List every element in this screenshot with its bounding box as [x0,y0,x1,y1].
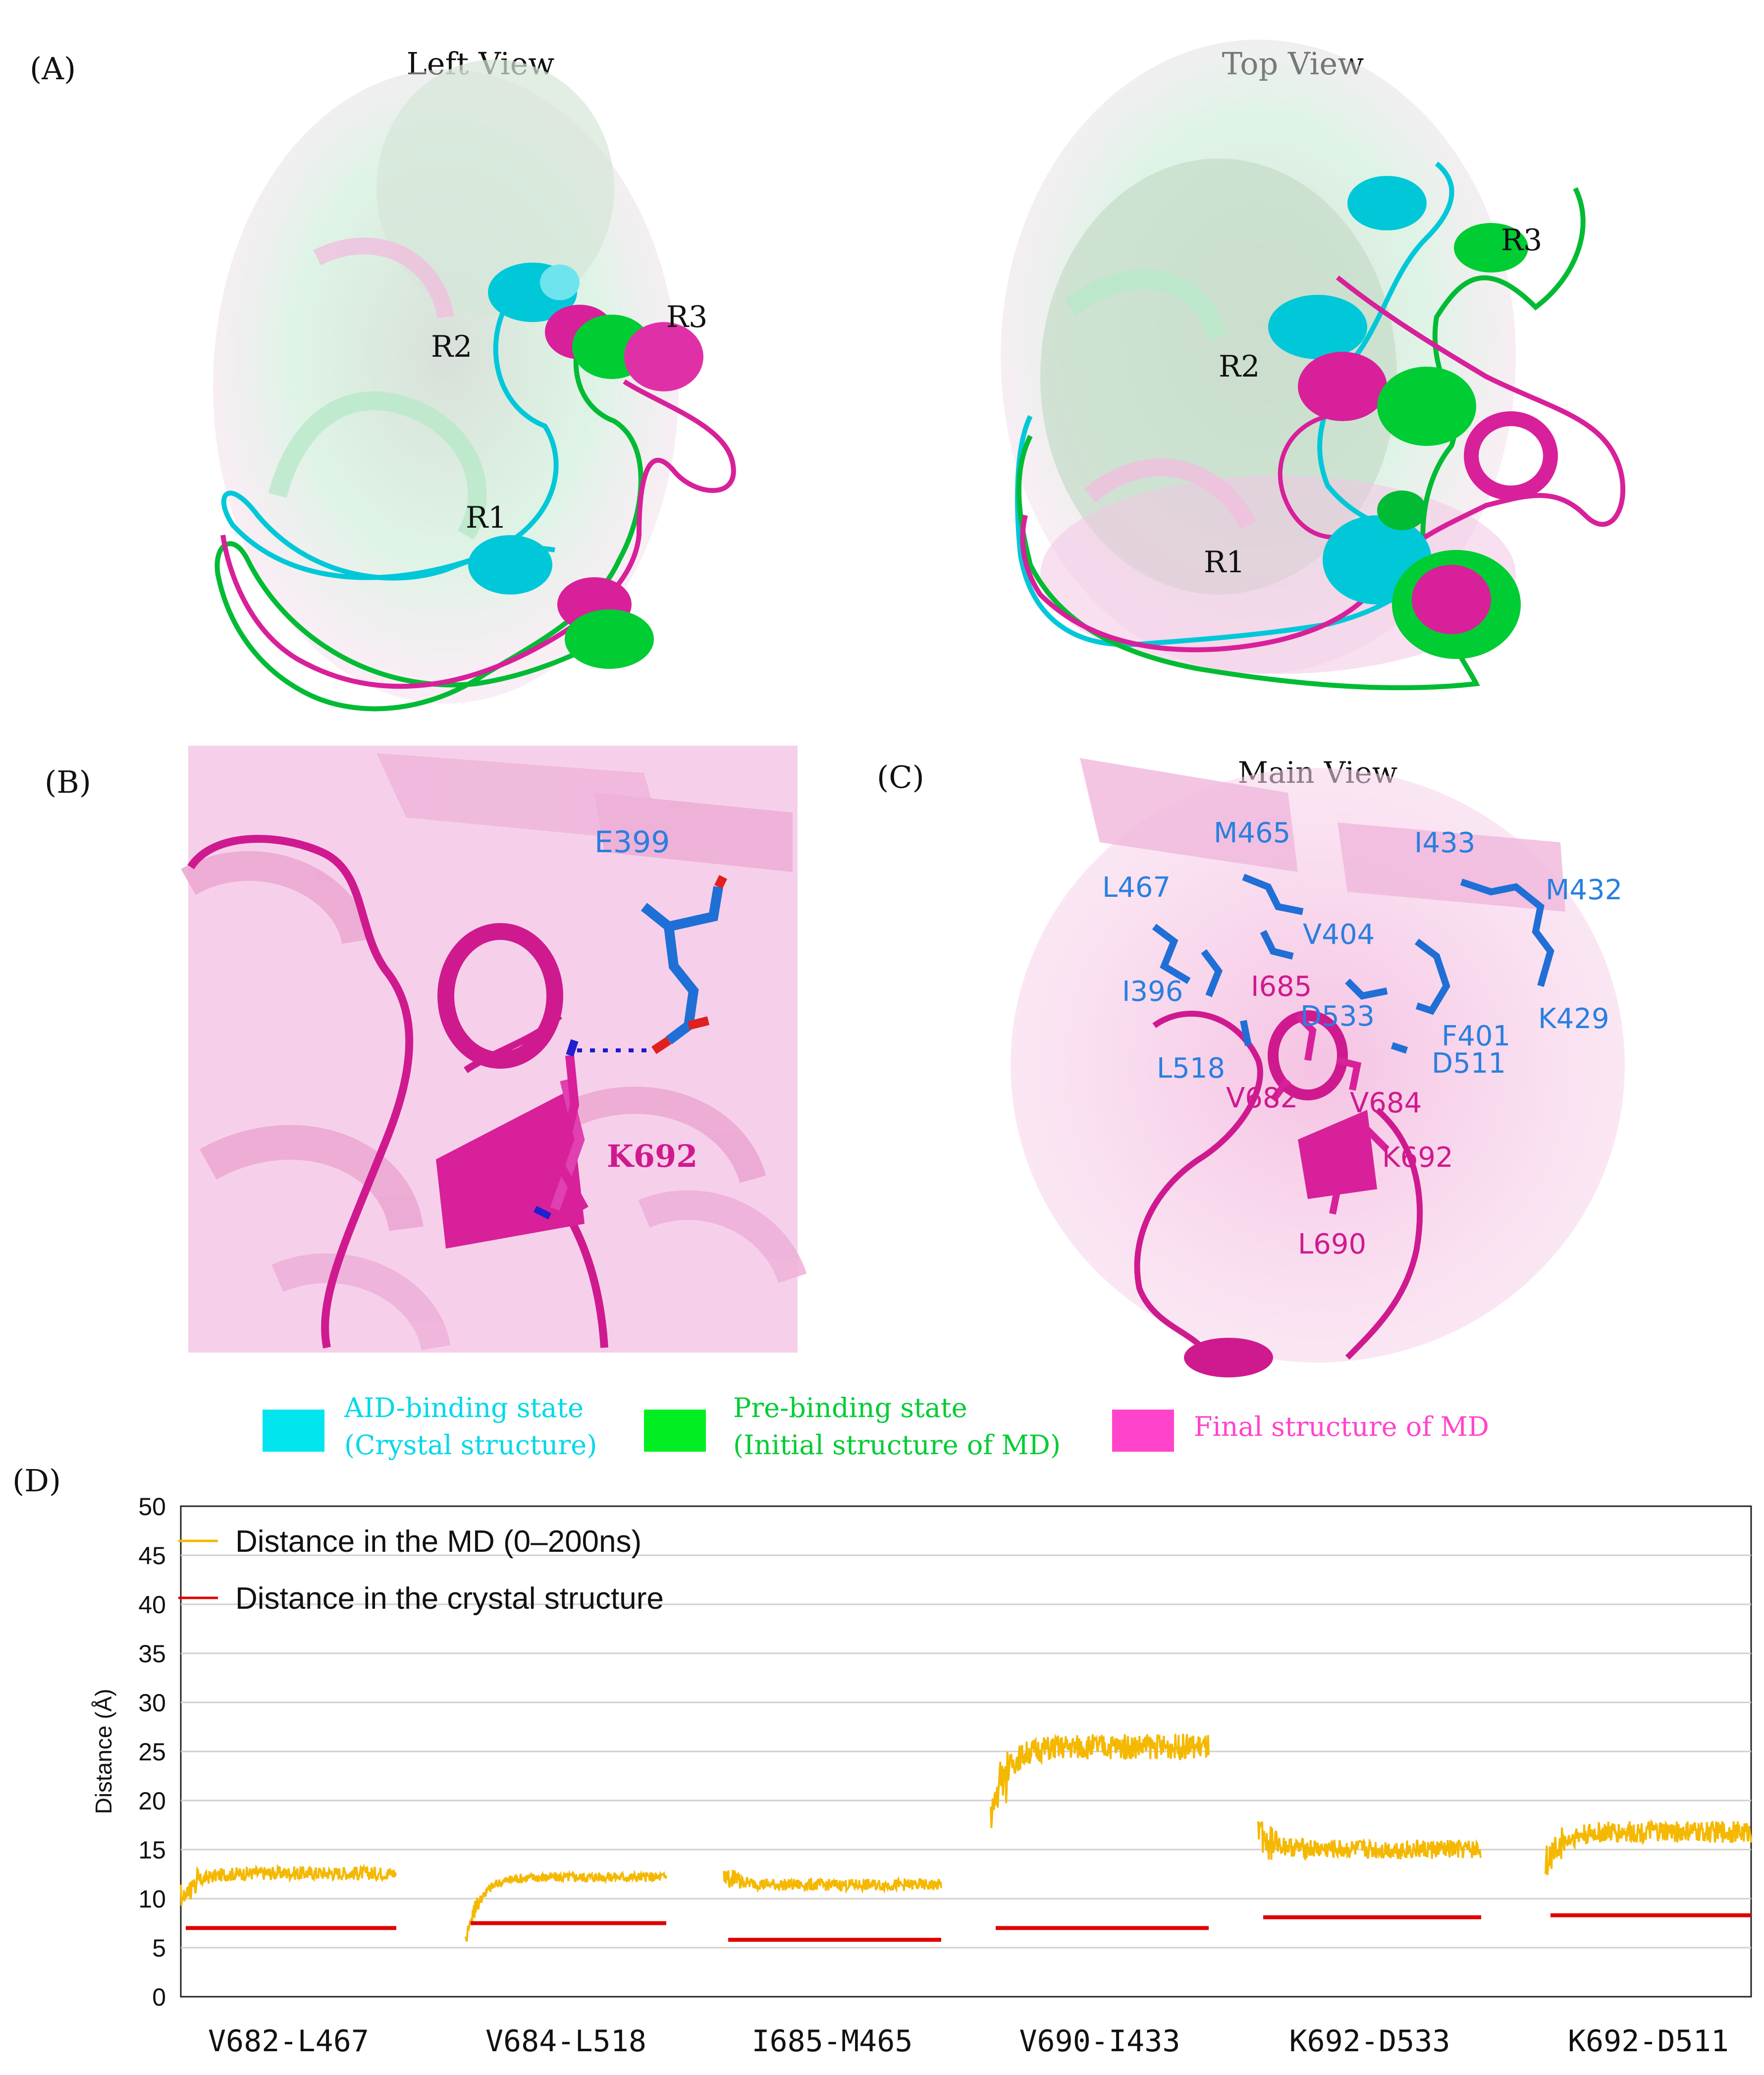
md-distance-line-k692-d511 [1545,1819,1752,1875]
y-tick-label: 10 [138,1885,166,1913]
panel-c-label: (C) [877,759,924,795]
top-cyan-helix-r3 [1347,176,1427,230]
panel-c-blue-sticks [1152,874,1554,1054]
legend-label-crystal-1: AID-binding state [344,1392,584,1423]
distance-chart: 0 5 10 15 20 25 30 35 40 45 50 Distance (Å) V682-L46… [91,1493,1752,2059]
residue-i396: I396 [1122,976,1183,1008]
residue-k692: K692 [1382,1142,1453,1174]
y-tick-label: 50 [138,1493,166,1521]
md-distance-line-k692-d533 [1257,1821,1482,1861]
legend-swatch-crystal [263,1410,324,1452]
y-tick-label: 0 [152,1983,166,2011]
top-green-helix-r2 [1377,367,1476,446]
panel-c-loop [1134,1011,1263,1359]
residue-l690: L690 [1298,1228,1366,1260]
legend-label-prebinding-1: Pre-binding state [733,1392,967,1423]
left-green-helix-r1 [565,609,654,669]
panel-c-helix [1298,1110,1377,1199]
top-cyan-helix-r2 [1268,295,1367,359]
y-tick-label: 5 [152,1934,166,1962]
panel-a-label: (A) [30,51,76,87]
residue-l467: L467 [1102,872,1171,904]
top-magenta-helix-ring [1464,411,1558,500]
y-tick-label: 35 [138,1640,166,1668]
legend-md-label: Distance in the MD (0–200ns) [235,1525,641,1559]
panel-b-helix [436,1090,585,1249]
legend-label-prebinding-2: (Initial structure of MD) [733,1429,1061,1461]
y-tick-label: 45 [138,1542,166,1570]
panel-b-bg-cartoons [181,753,807,1351]
legend-swatch-final [1112,1410,1174,1452]
residue-i685: I685 [1251,971,1312,1003]
residue-e399: E399 [594,825,670,860]
y-axis-label: Distance (Å) [91,1689,116,1814]
x-category-label: V682-L467 [208,2024,369,2059]
panel-c-helix-ring [1268,1010,1348,1100]
residue-m432: M432 [1546,874,1622,906]
legend-label-final: Final structure of MD [1194,1411,1489,1442]
top-magenta-loop [1020,275,1626,653]
panel-d-label: (D) [12,1463,61,1499]
left-view-structure [213,59,736,711]
y-tick-label: 25 [138,1738,166,1766]
panel-d: (D) 0 5 10 15 20 25 30 35 40 45 50 Distance (Å) V682… [12,1463,1752,2059]
left-magenta-loop [220,379,736,689]
residue-l518: L518 [1157,1052,1225,1085]
md-distance-line-v684-l518 [465,1869,667,1942]
left-cyan-helix-r1 [468,535,552,595]
y-tick-label: 20 [138,1787,166,1815]
e399-sidechain [641,903,699,1044]
residue-k429: K429 [1538,1003,1609,1035]
left-region-r1: R1 [466,500,507,535]
legend: AID-binding state (Crystal structure) Pr… [263,1392,1489,1461]
panel-c-magenta-sticks [1270,1013,1390,1215]
residue-i433: I433 [1414,827,1475,859]
residue-d511: D511 [1432,1047,1506,1080]
panel-b-label: (B) [45,764,91,800]
top-magenta-helix-r1 [1412,565,1491,634]
panel-b-helix-ring [437,923,563,1069]
x-category-label: K692-D533 [1289,2024,1450,2059]
y-tick-label: 15 [138,1836,166,1864]
left-cyan-loop [221,306,559,581]
panel-b: (B) E399 K692 [45,746,807,1353]
panel-c-protein [1011,768,1625,1363]
y-tick-label: 40 [138,1591,166,1619]
legend-label-crystal-2: (Crystal structure) [344,1429,597,1461]
residue-v682: V682 [1226,1082,1298,1114]
top-green-helix-r3 [1454,223,1528,273]
top-region-r3: R3 [1501,223,1542,258]
top-magenta-helix-r2 [1298,352,1387,421]
x-category-label: V690-I433 [1019,2024,1180,2059]
legend-crystal-label: Distance in the crystal structure [235,1582,664,1616]
y-tick-label: 30 [138,1689,166,1717]
left-green-loop [214,316,643,711]
k692-sidechain [555,1055,588,1211]
residue-m465: M465 [1214,817,1290,849]
md-distance-line-v682-l467 [180,1863,397,1906]
panel-a: (A) Left View Top View R1 R2 R3 [30,40,1626,711]
top-region-r1: R1 [1204,545,1245,580]
residue-f401: F401 [1442,1020,1510,1052]
left-magenta-helix-r3 [624,322,703,391]
x-category-label: K692-D511 [1568,2024,1729,2059]
legend-swatch-prebinding [644,1410,706,1452]
top-view-structure [1001,40,1626,691]
top-region-r2: R2 [1219,349,1260,384]
left-region-r2: R2 [431,329,472,364]
md-distance-line-v690-i433 [990,1733,1210,1828]
x-category-label: I685-M465 [751,2024,912,2059]
residue-v684: V684 [1350,1087,1422,1119]
panel-c: (C) Main View M465 I433 [877,756,1625,1377]
residue-d533: D533 [1300,1000,1375,1033]
md-distance-line-i685-m465 [722,1870,942,1895]
x-category-label: V684-L518 [485,2024,646,2059]
left-region-r3: R3 [666,300,707,334]
residue-v404: V404 [1303,919,1375,951]
panel-b-loop [187,835,414,1349]
residue-k692: K692 [607,1138,697,1174]
